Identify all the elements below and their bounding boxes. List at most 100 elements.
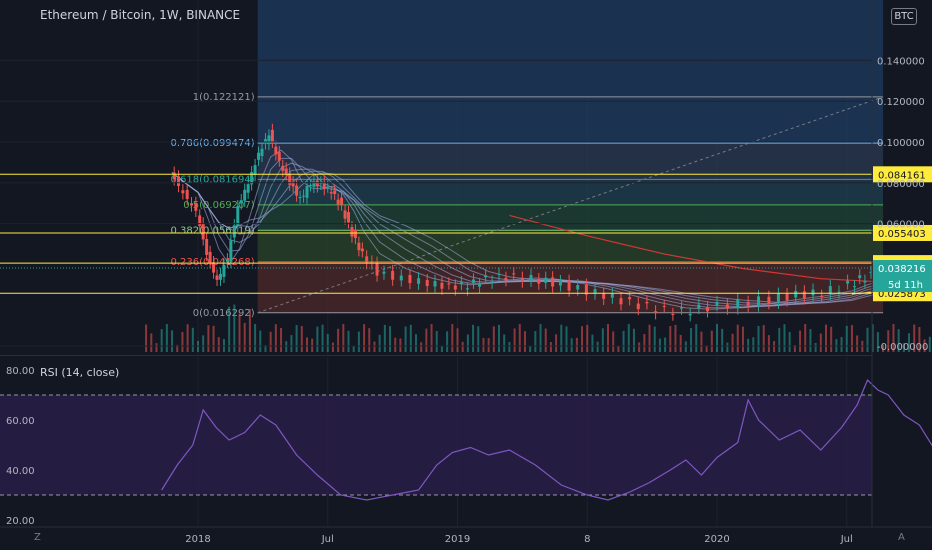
volume-bar [918, 326, 921, 352]
candle-body [537, 279, 541, 284]
volume-bar [523, 331, 526, 352]
candle-body [375, 262, 379, 276]
candle-body [671, 313, 675, 315]
candle-body [408, 275, 412, 284]
volume-bar [165, 324, 168, 352]
rsi-title: RSI (14, close) [40, 366, 120, 379]
candle-body [172, 172, 176, 180]
volume-bar [700, 331, 703, 352]
time-axis-tick: Jul [840, 534, 853, 545]
candle-body [277, 152, 281, 161]
fib-trend-line [257, 96, 884, 314]
volume-bar [176, 344, 179, 352]
volume-bar [913, 324, 916, 352]
volume-bar [632, 328, 635, 352]
volume-bar [352, 345, 355, 352]
volume-bar [741, 326, 744, 352]
volume-bar [783, 324, 786, 352]
candle-body [243, 189, 247, 201]
candle-body [705, 307, 709, 312]
candle-body [357, 242, 361, 251]
volume-bar [575, 337, 578, 352]
volume-bar [617, 345, 620, 352]
candle-body [628, 297, 632, 300]
candle-body [584, 284, 588, 295]
candle-body [246, 184, 250, 193]
volume-bar [643, 334, 646, 352]
volume-bar [788, 331, 791, 352]
candle-body [512, 273, 516, 275]
candle-body [811, 289, 815, 296]
volume-bar [347, 330, 350, 352]
volume-bar [762, 325, 765, 352]
fib-zone [257, 143, 884, 180]
moving-average-line [171, 149, 932, 310]
volume-bar [897, 329, 900, 352]
candle-body [281, 165, 285, 171]
candle-body [232, 225, 236, 238]
candle-body [433, 280, 437, 287]
volume-bar [612, 331, 615, 352]
candle-body [208, 251, 212, 263]
candle-body [270, 129, 274, 142]
candle-body [250, 172, 254, 185]
candle-body [312, 181, 316, 187]
volume-bar [420, 342, 423, 352]
volume-bar [726, 342, 729, 352]
volume-bar [425, 328, 428, 352]
volume-bar [887, 330, 890, 352]
volume-bar [181, 332, 184, 352]
candle-body [794, 290, 798, 298]
candle-body [194, 202, 198, 211]
time-axis-tick: 2020 [704, 534, 729, 545]
candle-body [785, 294, 789, 301]
volume-bar [399, 338, 402, 352]
volume-bar [274, 324, 277, 352]
volume-bar [539, 324, 542, 352]
volume-bar [840, 337, 843, 352]
volume-bar [622, 330, 625, 352]
volume-bar [326, 333, 329, 352]
volume-bar [222, 338, 225, 352]
volume-bar [513, 328, 516, 352]
volume-bar [508, 341, 511, 352]
volume-bar [716, 324, 718, 352]
candle-body [215, 275, 219, 280]
volume-bar [228, 306, 231, 352]
volume-bar [160, 329, 163, 352]
currency-badge[interactable]: BTC [891, 8, 917, 25]
volume-bar [908, 333, 911, 352]
zoom-icon[interactable]: Z [34, 532, 41, 543]
volume-bar [259, 330, 262, 352]
volume-bar [658, 338, 661, 352]
volume-bar [856, 335, 859, 352]
candle-body [181, 190, 185, 194]
candle-body [654, 311, 658, 314]
rsi-line [161, 378, 932, 501]
candle-body [260, 148, 264, 157]
candle-body [736, 299, 740, 309]
volume-bar [710, 330, 713, 352]
candle-body [336, 199, 340, 205]
volume-bar [145, 324, 148, 352]
fib-zone [257, 96, 884, 144]
fib-level-label: 0.5(0.069207) [183, 200, 255, 211]
volume-bar [368, 328, 371, 352]
volume-bar [191, 327, 194, 352]
volume-bar [451, 324, 454, 352]
candle-body [459, 282, 463, 285]
volume-bar [150, 333, 153, 352]
current-price-tag [873, 260, 932, 293]
volume-bar [342, 324, 345, 352]
price-axis-tick: 0.100000 [877, 138, 925, 149]
volume-bar [607, 324, 610, 352]
volume-bar [705, 345, 708, 352]
candle-body [315, 180, 319, 187]
volume-bar [518, 324, 521, 352]
candle-body [551, 277, 555, 287]
auto-scale-icon[interactable]: A [898, 532, 905, 543]
candle-body [453, 285, 457, 290]
volume-bar [731, 333, 734, 352]
volume-bar [373, 341, 376, 352]
